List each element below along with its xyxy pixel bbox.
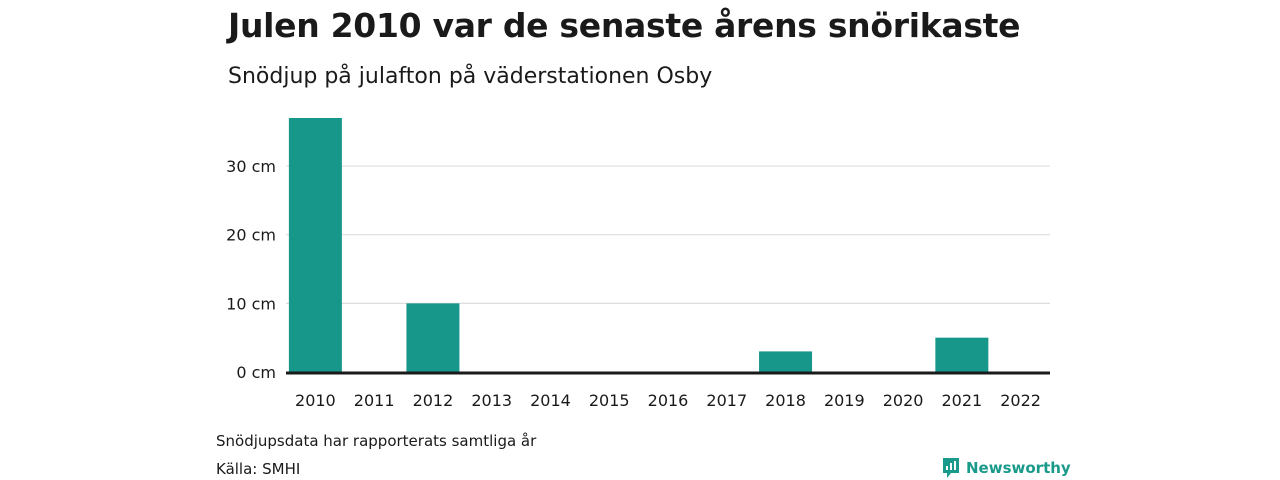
y-tick-label: 0 cm [236, 363, 276, 382]
x-tick-label: 2016 [648, 391, 689, 410]
brand-logo: Newsworthy [942, 457, 1071, 479]
x-tick-label: 2015 [589, 391, 630, 410]
bar-2018 [759, 351, 813, 372]
x-tick-label: 2010 [295, 391, 336, 410]
bar-2012 [406, 303, 460, 372]
source-credit: Källa: SMHI [216, 460, 301, 478]
bar-2010 [288, 118, 342, 372]
x-tick-label: 2022 [1000, 391, 1041, 410]
newsworthy-logo-icon [943, 458, 959, 478]
x-tick-label: 2013 [471, 391, 512, 410]
x-tick-label: 2021 [941, 391, 982, 410]
x-tick-label: 2017 [706, 391, 747, 410]
chart-subtitle: Snödjup på julafton på väderstationen Os… [228, 64, 713, 89]
bar-2021 [935, 337, 989, 372]
x-tick-label: 2018 [765, 391, 806, 410]
footnote: Snödjupsdata har rapporterats samtliga å… [216, 432, 537, 450]
y-tick-label: 10 cm [226, 294, 276, 313]
x-tick-label: 2019 [824, 391, 865, 410]
y-axis-ticks: 0 cm 10 cm 20 cm 30 cm [226, 157, 276, 382]
x-tick-label: 2020 [883, 391, 924, 410]
y-tick-label: 30 cm [226, 157, 276, 176]
grid-lines [286, 165, 1050, 304]
brand-name: Newsworthy [966, 459, 1071, 477]
bars [288, 118, 989, 372]
x-tick-label: 2011 [354, 391, 395, 410]
x-tick-label: 2014 [530, 391, 571, 410]
x-axis-ticks: 2010 2011 2012 2013 2014 2015 2016 2017 2018 2019… [295, 391, 1041, 410]
y-tick-label: 20 cm [226, 226, 276, 245]
chart-title: Julen 2010 var de senaste årens snörikas… [228, 6, 1021, 45]
x-tick-label: 2012 [413, 391, 454, 410]
